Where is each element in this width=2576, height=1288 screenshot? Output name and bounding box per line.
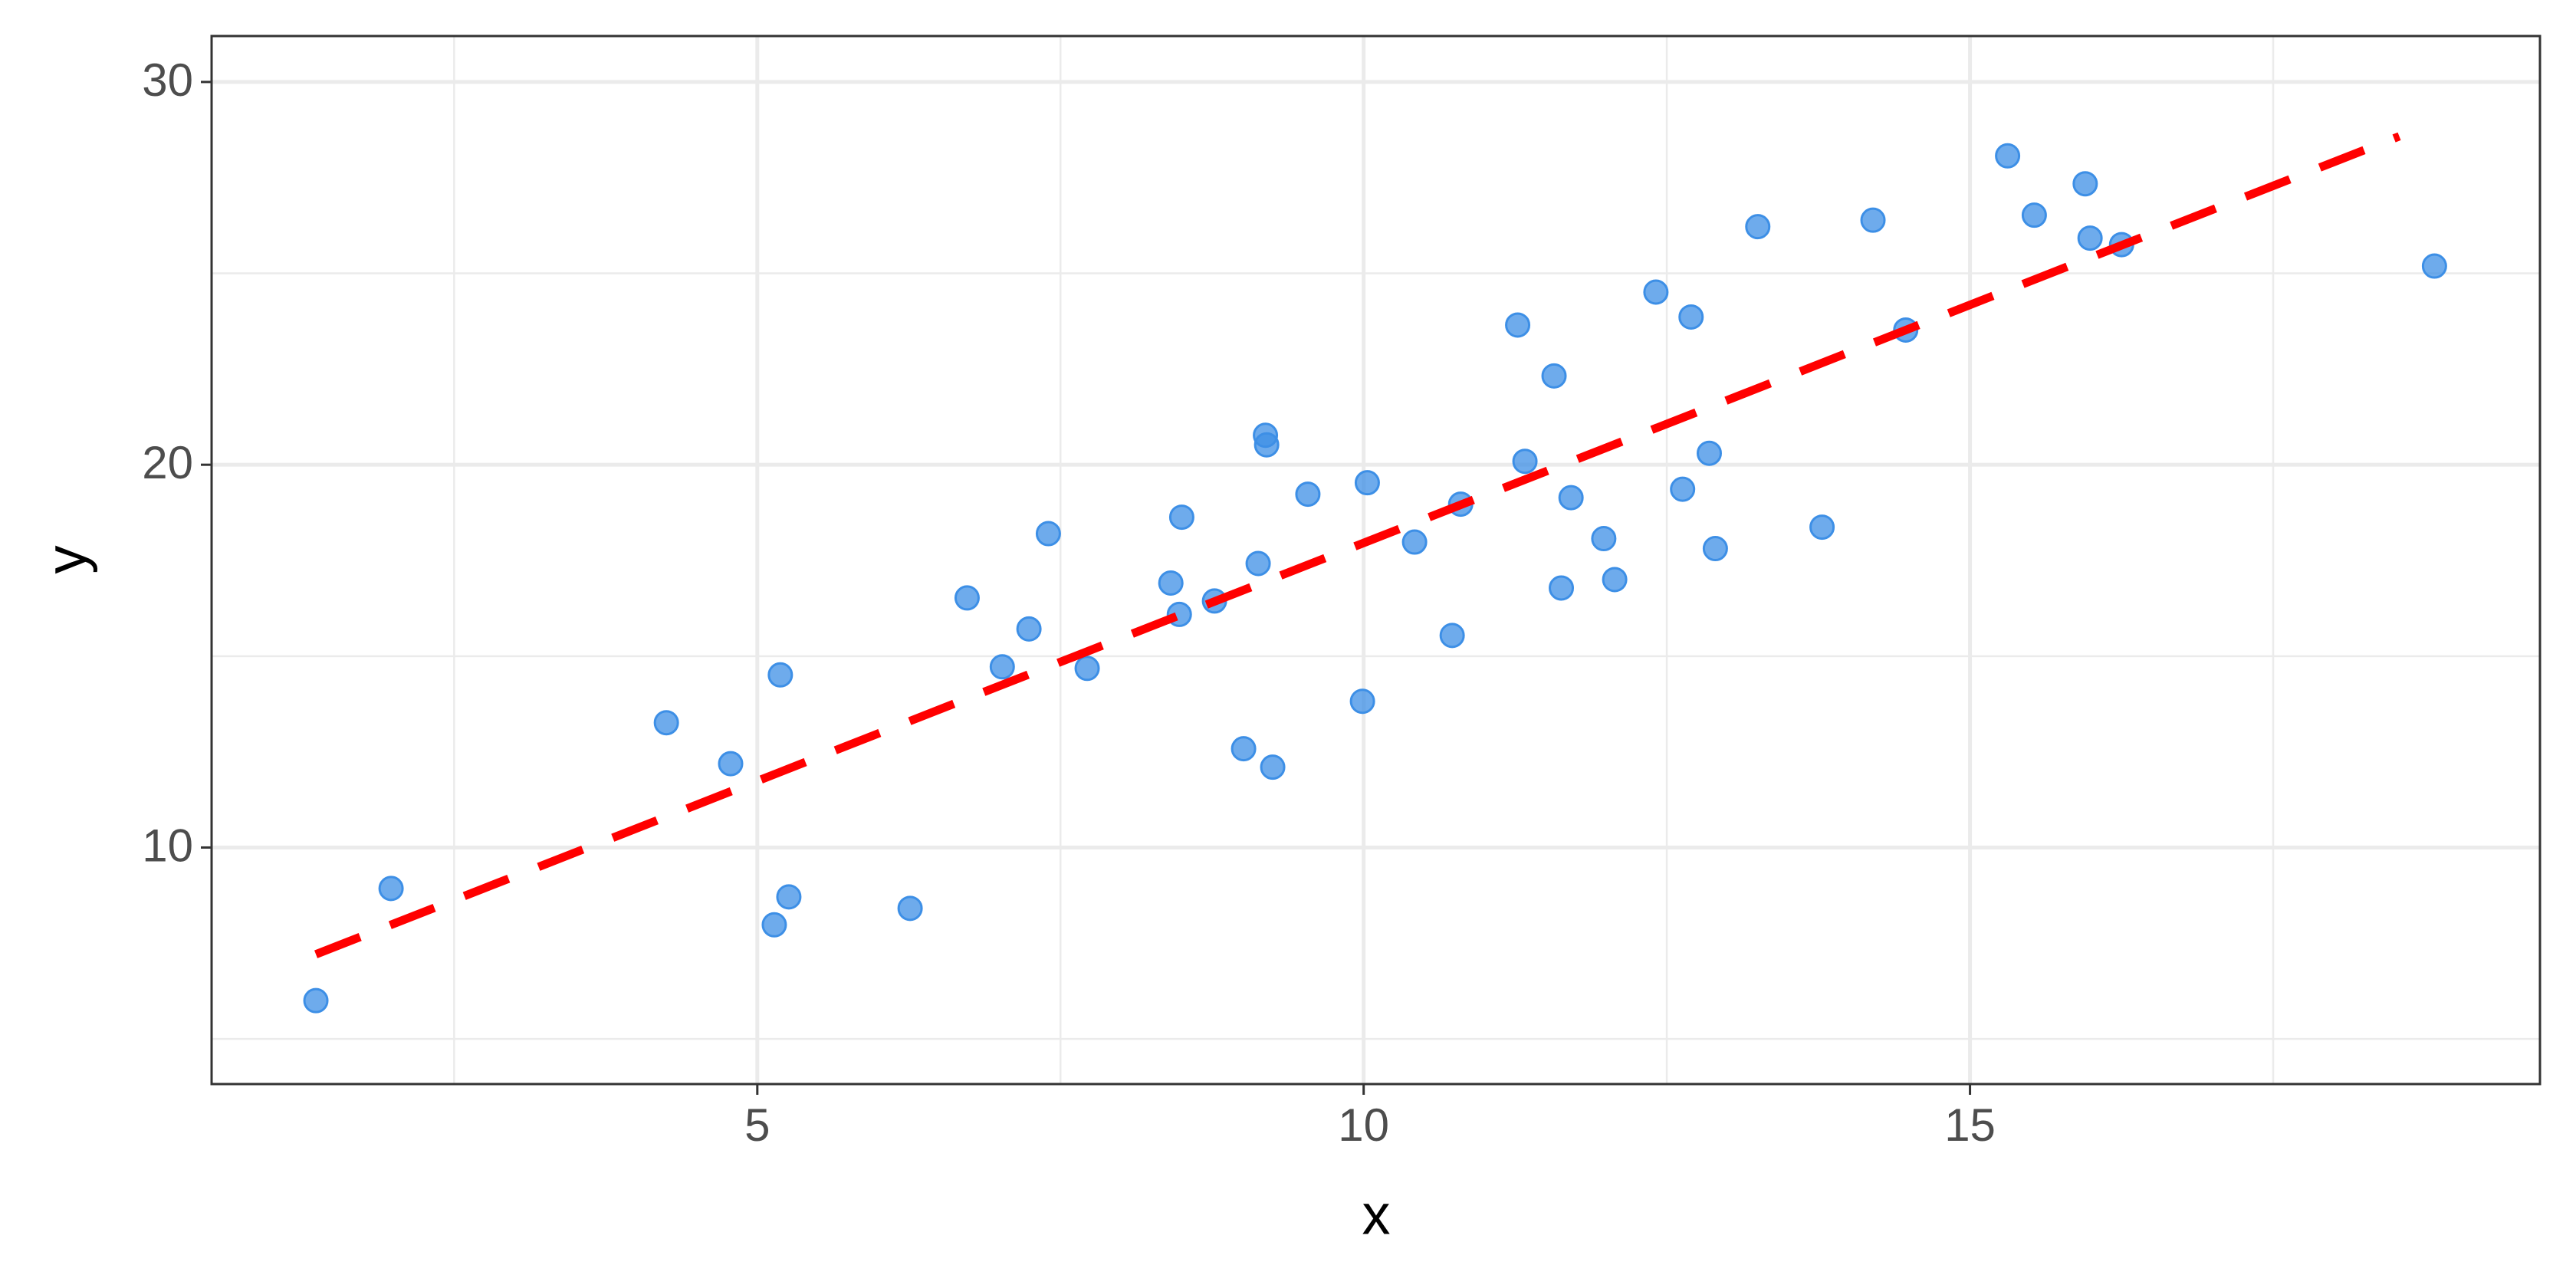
point <box>653 710 679 736</box>
x-tick-label: 15 <box>1944 1099 1996 1151</box>
point <box>1254 432 1280 458</box>
point <box>989 654 1015 680</box>
point <box>1016 616 1042 642</box>
point <box>1558 485 1584 511</box>
point <box>1295 481 1321 508</box>
point <box>1260 754 1286 780</box>
point <box>2421 253 2447 279</box>
point <box>1245 550 1271 577</box>
point <box>1860 207 1886 233</box>
point <box>761 912 787 938</box>
point <box>1349 688 1375 715</box>
y-tick-label: 30 <box>142 54 193 106</box>
point <box>897 895 923 922</box>
x-axis-title: x <box>1362 1183 1391 1247</box>
point <box>767 662 794 688</box>
point <box>2021 202 2047 228</box>
x-tick-label: 5 <box>744 1099 770 1151</box>
y-tick-label: 10 <box>142 820 193 871</box>
point <box>1230 736 1257 762</box>
point <box>1439 623 1465 649</box>
point <box>1505 312 1531 338</box>
point <box>1995 143 2021 169</box>
point <box>1809 514 1835 540</box>
x-tick-label: 10 <box>1338 1099 1389 1151</box>
point <box>1074 656 1100 682</box>
point <box>1512 449 1538 475</box>
point <box>1591 526 1617 552</box>
panel-border <box>210 34 2542 1086</box>
y-tick-label: 20 <box>142 437 193 488</box>
point <box>1549 575 1575 601</box>
point <box>2077 225 2103 251</box>
point <box>1745 214 1771 240</box>
point <box>1354 470 1380 496</box>
point <box>378 876 404 902</box>
point <box>1602 567 1628 593</box>
point <box>2072 171 2098 197</box>
point <box>1035 521 1061 547</box>
point <box>954 585 980 611</box>
point <box>1541 363 1567 389</box>
point <box>718 751 744 777</box>
point <box>1670 476 1696 502</box>
y-axis-title: y <box>34 546 98 574</box>
fit-line <box>314 132 2401 958</box>
point <box>1643 279 1669 305</box>
point <box>1401 529 1428 555</box>
point <box>303 987 329 1014</box>
point <box>1678 304 1704 330</box>
point <box>1158 570 1184 596</box>
point <box>1702 536 1728 562</box>
point <box>1168 504 1194 531</box>
point <box>776 884 802 910</box>
point <box>1696 440 1722 466</box>
